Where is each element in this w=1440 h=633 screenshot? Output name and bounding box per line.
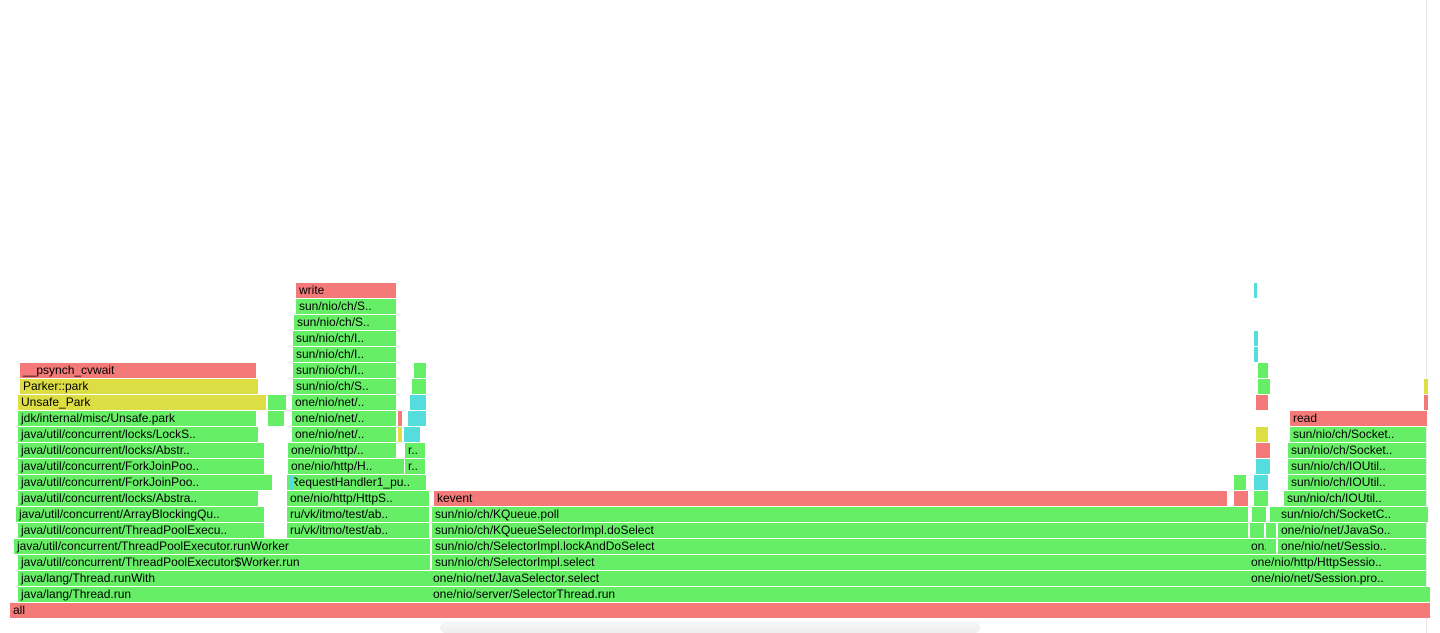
- graph-right-edge: [1426, 0, 1427, 633]
- stack-frame[interactable]: sun/nio/ch/SelectorImpl.select: [432, 555, 1248, 570]
- stack-frame-narrow[interactable]: [1266, 523, 1276, 538]
- stack-frame-narrow[interactable]: [10, 603, 13, 618]
- stack-frame-narrow[interactable]: [1252, 507, 1266, 522]
- stack-frame[interactable]: one/nio/net/..: [292, 411, 396, 426]
- stack-frame[interactable]: sun/nio/ch/KQueue.poll: [432, 507, 1248, 522]
- stack-frame-narrow[interactable]: [404, 427, 420, 442]
- stack-frame[interactable]: sun/nio/ch/S..: [294, 315, 396, 330]
- stack-frame[interactable]: r..: [405, 443, 425, 458]
- stack-frame[interactable]: sun/nio/ch/SelectorImpl.lockAndDoSelect: [432, 539, 1249, 554]
- stack-frame-narrow[interactable]: [268, 411, 284, 426]
- stack-frame[interactable]: r..: [405, 459, 425, 474]
- stack-frame-narrow[interactable]: [1424, 411, 1427, 426]
- stack-frame[interactable]: ru/vk/itmo/test/ab..: [287, 523, 429, 538]
- stack-frame-narrow[interactable]: [398, 427, 402, 442]
- stack-frame[interactable]: kevent: [434, 491, 1227, 506]
- stack-frame-narrow[interactable]: [398, 411, 402, 426]
- stack-frame[interactable]: sun/nio/ch/S..: [293, 379, 396, 394]
- stack-frame[interactable]: sun/nio/ch/S..: [296, 299, 396, 314]
- stack-frame[interactable]: java/util/concurrent/locks/Abstra..: [18, 491, 258, 506]
- stack-frame-narrow[interactable]: [1256, 395, 1268, 410]
- stack-frame[interactable]: one/nio/http/HttpS..: [287, 491, 429, 506]
- stack-frame[interactable]: __psynch_cvwait: [20, 363, 256, 378]
- stack-frame-narrow[interactable]: [1254, 347, 1258, 362]
- stack-frame-narrow[interactable]: [258, 475, 266, 490]
- stack-frame[interactable]: one/nio/net/JavaSo..: [1278, 523, 1426, 538]
- stack-frame[interactable]: java/lang/Thread.runWith: [18, 571, 430, 586]
- stack-frame-narrow[interactable]: [1256, 443, 1270, 458]
- stack-frame-narrow[interactable]: [1256, 459, 1270, 474]
- stack-frame-narrow[interactable]: [1234, 475, 1246, 490]
- stack-frame[interactable]: sun/nio/ch/Socket..: [1290, 427, 1426, 442]
- stack-frame[interactable]: sun/nio/ch/I..: [293, 331, 396, 346]
- stack-frame[interactable]: java/util/concurrent/ForkJoinPoo..: [18, 459, 264, 474]
- stack-frame-narrow[interactable]: [1234, 491, 1248, 506]
- stack-frame-narrow[interactable]: [1254, 475, 1268, 490]
- stack-frame-narrow[interactable]: [290, 475, 294, 490]
- stack-frame[interactable]: one/nio/net/..: [292, 395, 396, 410]
- stack-frame[interactable]: ru/vk/itmo/test/ab..: [287, 507, 429, 522]
- stack-frame[interactable]: write: [296, 283, 396, 298]
- stack-frame[interactable]: sun/nio/ch/I..: [293, 363, 396, 378]
- stack-frame[interactable]: java/util/concurrent/ArrayBlockingQu..: [16, 507, 264, 522]
- stack-frame[interactable]: one/nio/http/..: [288, 443, 396, 458]
- stack-frame-narrow[interactable]: [1424, 395, 1428, 410]
- stack-frame[interactable]: one/nio/http/H..: [288, 459, 404, 474]
- stack-frame[interactable]: one/nio/net/Sessio..: [1278, 539, 1426, 554]
- stack-frame[interactable]: sun/nio/ch/IOUtil..: [1288, 459, 1426, 474]
- stack-frame[interactable]: sun/nio/ch/IOUtil..: [1284, 491, 1426, 506]
- stack-frame[interactable]: java/util/concurrent/ForkJoinPoo..: [18, 475, 264, 490]
- stack-frame[interactable]: one/nio/server/SelectorThread.run: [430, 587, 1430, 602]
- stack-frame[interactable]: jdk/internal/misc/Unsafe.park: [18, 411, 256, 426]
- stack-frame-narrow[interactable]: [266, 475, 272, 490]
- stack-frame[interactable]: Unsafe_Park: [18, 395, 266, 410]
- stack-frame-narrow[interactable]: [1254, 331, 1258, 346]
- stack-frame-narrow[interactable]: [408, 411, 426, 426]
- stack-frame-narrow[interactable]: [412, 379, 426, 394]
- stack-frame[interactable]: one/nio/net/Session.pro..: [1248, 571, 1426, 586]
- stack-frame[interactable]: sun/nio/ch/Socket..: [1288, 443, 1426, 458]
- stack-frame[interactable]: sun/nio/ch/KQueueSelectorImpl.doSelect: [432, 523, 1248, 538]
- stack-frame-narrow[interactable]: [414, 363, 426, 378]
- stack-frame-narrow[interactable]: [1254, 491, 1268, 506]
- stack-frame[interactable]: all: [10, 603, 1430, 618]
- stack-frame[interactable]: sun/nio/ch/SocketC..: [1278, 507, 1428, 522]
- stack-frame-narrow[interactable]: [270, 395, 286, 410]
- stack-frame-narrow[interactable]: [1256, 427, 1268, 442]
- stack-frame[interactable]: java/util/concurrent/ThreadPoolExecutor.…: [14, 539, 430, 554]
- stack-frame[interactable]: java/util/concurrent/ThreadPoolExecutor$…: [18, 555, 430, 570]
- stack-frame[interactable]: one/nio/http/HttpSessio..: [1248, 555, 1426, 570]
- stack-frame-narrow[interactable]: [1270, 507, 1278, 522]
- stack-frame-narrow[interactable]: [1266, 539, 1274, 554]
- stack-frame[interactable]: sun/nio/ch/I..: [293, 347, 396, 362]
- stack-frame[interactable]: RequestHandler1_pu..: [287, 475, 426, 490]
- stack-frame[interactable]: java/lang/Thread.run: [18, 587, 430, 602]
- stack-frame[interactable]: one/nio/net/JavaSelector.select: [430, 571, 1250, 586]
- stack-frame[interactable]: one/nio/net/..: [292, 427, 396, 442]
- stack-frame[interactable]: sun/nio/ch/IOUtil..: [1288, 475, 1426, 490]
- stack-frame[interactable]: java/util/concurrent/ThreadPoolExecu..: [18, 523, 264, 538]
- stack-frame-narrow[interactable]: [1258, 379, 1270, 394]
- stack-frame-narrow[interactable]: [1258, 363, 1268, 378]
- stack-frame[interactable]: java/util/concurrent/locks/LockS..: [18, 427, 258, 442]
- scroll-shadow: [440, 622, 980, 633]
- stack-frame[interactable]: Parker::park: [20, 379, 258, 394]
- stack-frame[interactable]: read: [1290, 411, 1424, 426]
- stack-frame-narrow[interactable]: [1424, 379, 1428, 394]
- stack-frame-narrow[interactable]: [1254, 283, 1257, 298]
- stack-frame-narrow[interactable]: [410, 395, 426, 410]
- stack-frame[interactable]: java/util/concurrent/locks/Abstr..: [18, 443, 264, 458]
- stack-frame-narrow[interactable]: [1250, 523, 1264, 538]
